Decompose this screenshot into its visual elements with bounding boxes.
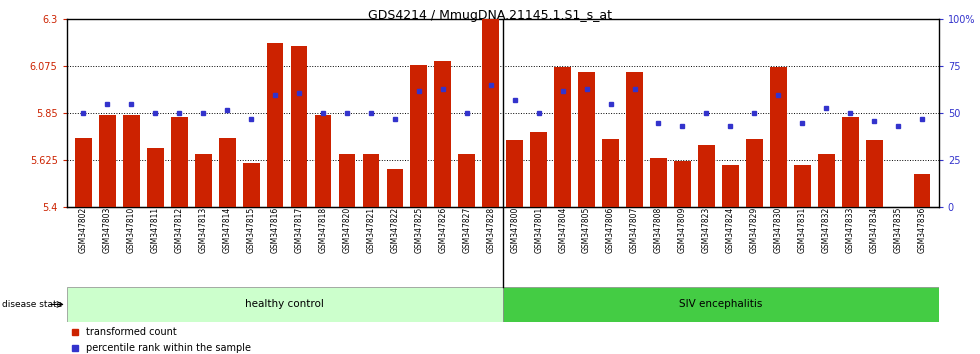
Bar <box>339 154 356 207</box>
Bar <box>674 161 691 207</box>
Bar <box>626 72 643 207</box>
Bar <box>602 139 619 207</box>
Text: GSM347800: GSM347800 <box>511 207 519 253</box>
Bar <box>818 154 835 207</box>
Bar <box>219 138 235 207</box>
Text: GSM347803: GSM347803 <box>103 207 112 253</box>
Text: GSM347823: GSM347823 <box>702 207 710 253</box>
Bar <box>315 115 331 207</box>
Text: GSM347826: GSM347826 <box>438 207 447 253</box>
Bar <box>746 139 762 207</box>
Text: transformed count: transformed count <box>86 327 176 337</box>
Bar <box>650 158 666 207</box>
Bar <box>75 138 92 207</box>
Bar <box>459 154 475 207</box>
Text: GSM347808: GSM347808 <box>654 207 663 253</box>
Text: GSM347813: GSM347813 <box>199 207 208 253</box>
Text: GSM347835: GSM347835 <box>894 207 903 253</box>
Text: GSM347814: GSM347814 <box>222 207 231 253</box>
Text: GSM347810: GSM347810 <box>126 207 136 253</box>
Text: GSM347821: GSM347821 <box>367 207 375 253</box>
Bar <box>698 144 714 207</box>
Bar <box>722 165 739 207</box>
Text: GSM347828: GSM347828 <box>486 207 495 253</box>
Text: GSM347804: GSM347804 <box>559 207 567 253</box>
Text: SIV encephalitis: SIV encephalitis <box>679 299 762 309</box>
Text: GSM347817: GSM347817 <box>295 207 304 253</box>
Text: GSM347829: GSM347829 <box>750 207 759 253</box>
Bar <box>291 46 308 207</box>
Bar <box>195 154 212 207</box>
Text: GSM347830: GSM347830 <box>774 207 783 253</box>
Text: disease state: disease state <box>2 300 62 309</box>
Text: GSM347834: GSM347834 <box>869 207 879 253</box>
Text: GSM347832: GSM347832 <box>821 207 831 253</box>
Text: GSM347818: GSM347818 <box>318 207 327 253</box>
Bar <box>147 148 164 207</box>
Text: GSM347807: GSM347807 <box>630 207 639 253</box>
Text: GSM347824: GSM347824 <box>726 207 735 253</box>
Bar <box>794 165 810 207</box>
Text: GSM347825: GSM347825 <box>415 207 423 253</box>
Text: GSM347815: GSM347815 <box>247 207 256 253</box>
Bar <box>482 19 499 207</box>
Text: GSM347820: GSM347820 <box>342 207 352 253</box>
Text: GSM347831: GSM347831 <box>798 207 807 253</box>
Bar <box>555 67 571 207</box>
Text: GSM347816: GSM347816 <box>270 207 279 253</box>
Bar <box>386 169 404 207</box>
Bar <box>865 141 883 207</box>
Bar <box>411 65 427 207</box>
Bar <box>530 132 547 207</box>
Bar <box>503 287 939 322</box>
Text: GSM347802: GSM347802 <box>79 207 88 253</box>
Bar <box>122 115 140 207</box>
Text: GSM347801: GSM347801 <box>534 207 543 253</box>
Text: GSM347836: GSM347836 <box>917 207 926 253</box>
Bar <box>507 141 523 207</box>
Bar <box>171 118 187 207</box>
Text: healthy control: healthy control <box>245 299 324 309</box>
Bar <box>243 163 260 207</box>
Text: GDS4214 / MmugDNA.21145.1.S1_s_at: GDS4214 / MmugDNA.21145.1.S1_s_at <box>368 9 612 22</box>
Text: GSM347812: GSM347812 <box>174 207 184 253</box>
Bar <box>770 67 787 207</box>
Bar <box>913 174 930 207</box>
Text: GSM347822: GSM347822 <box>390 207 400 253</box>
Bar <box>99 115 116 207</box>
Text: GSM347806: GSM347806 <box>606 207 615 253</box>
Bar <box>67 287 503 322</box>
Bar <box>578 72 595 207</box>
Bar <box>434 61 451 207</box>
Text: GSM347805: GSM347805 <box>582 207 591 253</box>
Text: GSM347811: GSM347811 <box>151 207 160 253</box>
Text: percentile rank within the sample: percentile rank within the sample <box>86 343 251 353</box>
Bar <box>842 118 858 207</box>
Text: GSM347833: GSM347833 <box>846 207 855 253</box>
Bar <box>363 154 379 207</box>
Text: GSM347809: GSM347809 <box>678 207 687 253</box>
Bar <box>267 44 283 207</box>
Text: GSM347827: GSM347827 <box>463 207 471 253</box>
